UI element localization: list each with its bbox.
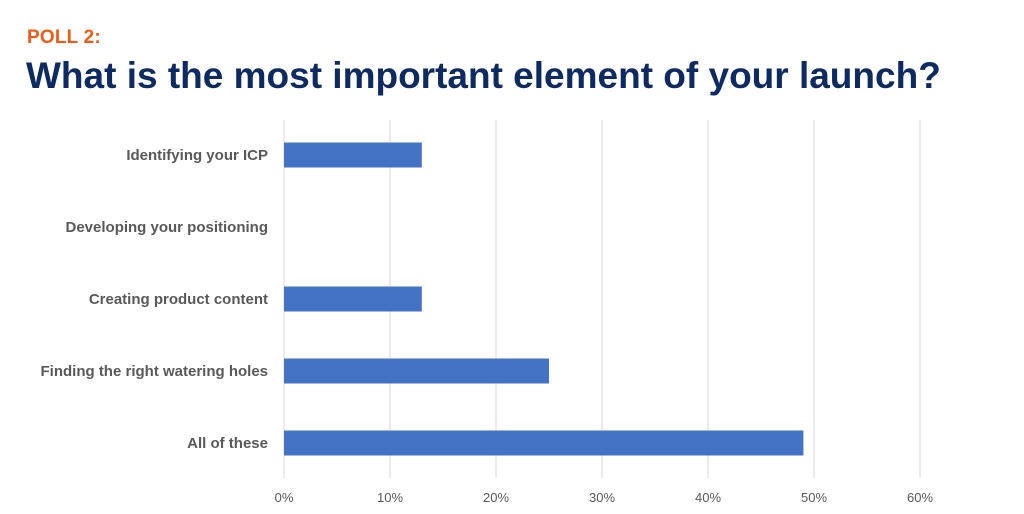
bar-3: [284, 286, 422, 312]
x-tick-label: 60%: [907, 490, 933, 505]
bar-4: [284, 358, 549, 384]
bar-5: [284, 430, 804, 456]
x-tick-label: 30%: [589, 490, 615, 505]
page-title: What is the most important element of yo…: [26, 55, 941, 96]
category-label: Developing your positioning: [66, 219, 269, 236]
category-label: All of these: [187, 435, 268, 452]
poll-label: POLL 2:: [27, 27, 101, 48]
x-tick-label: 20%: [483, 490, 509, 505]
category-label: Creating product content: [89, 291, 268, 308]
x-tick-label: 50%: [801, 490, 827, 505]
category-label: Identifying your ICP: [126, 147, 268, 164]
category-label: Finding the right watering holes: [41, 363, 269, 380]
bar-1: [284, 142, 422, 168]
x-tick-label: 40%: [695, 490, 721, 505]
x-tick-label: 0%: [275, 490, 294, 505]
x-tick-label: 10%: [377, 490, 403, 505]
